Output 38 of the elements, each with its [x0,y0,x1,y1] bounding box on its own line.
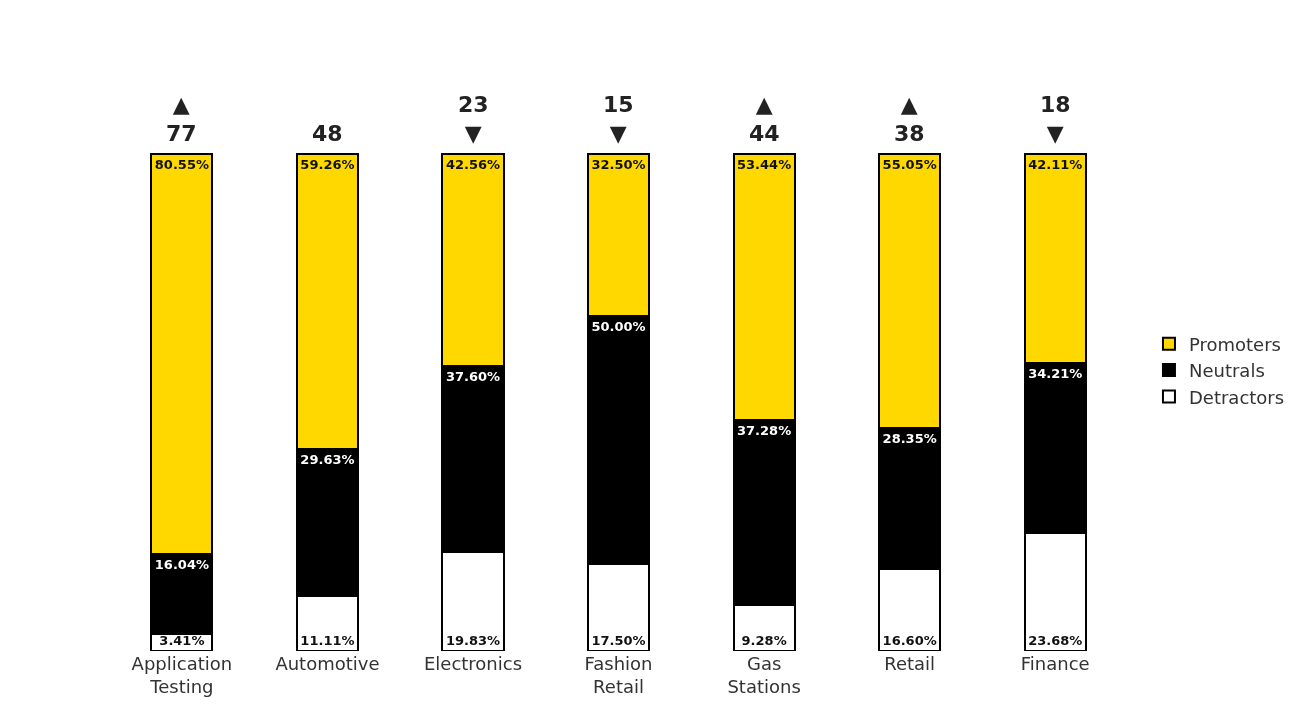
text: 15 ▼ [603,92,634,146]
data-label: 9.28% [741,633,787,648]
data-label: 34.21% [1028,366,1083,382]
text: 48 [312,121,343,146]
data-label: 55.05% [882,157,937,172]
text: ▲ 38 [894,92,925,146]
legend-label: Promoters [1188,333,1281,355]
x-tick-label: Gas Stations [727,653,801,698]
x-tick-label: Application Testing [131,653,233,698]
text: ▲ 77 [166,92,197,146]
data-label: 37.60% [445,368,501,384]
data-label: 23.68% [1028,633,1083,648]
data-label: 11.11% [300,633,355,648]
data-label: 59.26% [300,157,355,172]
x-tick-label: Electronics [423,653,523,674]
data-label: 37.28% [737,422,792,438]
x-tick-label: Retail [884,653,936,674]
data-label: 50.00% [591,318,646,334]
x-tick-label: Fashion Retail [584,653,653,698]
data-label: 16.04% [154,557,209,573]
data-label: 42.11% [1028,157,1083,172]
x-tick-label: Finance [1020,653,1090,674]
data-label: 17.50% [591,633,646,648]
data-label: 28.35% [882,430,937,446]
data-label: 16.60% [882,633,937,648]
data-label: 80.55% [154,157,209,172]
data-label: 42.56% [445,157,501,173]
data-label: 29.63% [300,451,355,467]
legend-label: Detractors [1188,386,1285,408]
data-label: 53.44% [737,157,792,172]
legend-label: Neutrals [1188,360,1265,382]
x-tick-label: Automotive [275,653,380,674]
data-label: 3.41% [159,633,205,648]
text: ▲ 44 [749,92,780,146]
data-label: 19.83% [445,633,501,648]
data-label: 32.50% [591,157,646,172]
text: 18 ▼ [1040,92,1071,146]
text: 23 ▼ [458,92,489,146]
